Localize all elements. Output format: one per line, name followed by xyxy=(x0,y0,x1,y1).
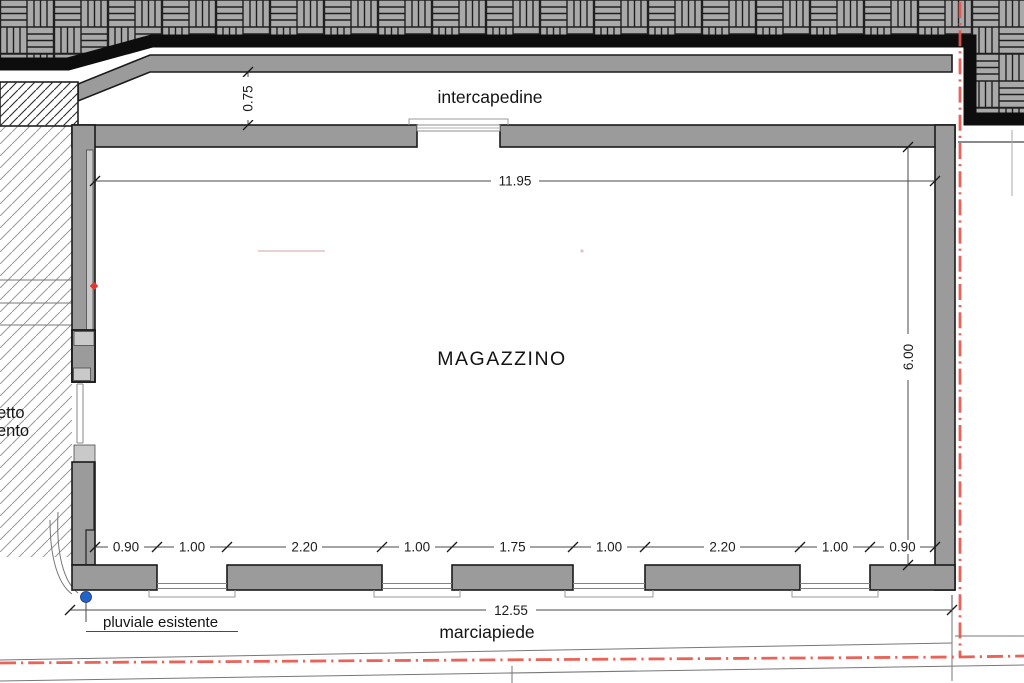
top-vent-opening xyxy=(408,118,509,132)
corner-left-inner-line xyxy=(85,462,95,565)
corner-left xyxy=(71,564,158,591)
dim-bottom-chain: 0.90 1.00 2.20 1.00 1.75 1.00 2.20 1.00 … xyxy=(89,540,941,555)
chain-1-00-d: 1.00 xyxy=(822,540,848,555)
chain-2-20-a: 2.20 xyxy=(291,540,317,555)
boundary-line-horizontal xyxy=(0,654,1024,665)
top-wall-right xyxy=(499,124,956,148)
bottom-pier-3 xyxy=(644,564,801,591)
bottom-pier-1 xyxy=(226,564,383,591)
left-edge-text-line2: ento xyxy=(0,422,29,440)
left-pier-notch-top xyxy=(73,331,95,346)
cavity-label: intercapedine xyxy=(437,87,542,107)
downpipe-label: pluviale esistente xyxy=(103,614,218,631)
right-edge-lines xyxy=(958,130,1024,196)
existing-wall-hatch-band xyxy=(0,0,1024,113)
bottom-window-4 xyxy=(791,583,879,598)
left-edge-text-line1: etto xyxy=(0,404,25,422)
dim-12-55-label: 12.55 xyxy=(494,603,528,618)
dim-cavity-depth: 0.75 xyxy=(240,66,256,131)
dim-11-95-label: 11.95 xyxy=(499,174,532,189)
dim-interior-depth: 6.00 xyxy=(900,141,916,571)
corner-right xyxy=(869,564,956,591)
dim-6-00-label: 6.00 xyxy=(901,344,916,370)
boundary-outline xyxy=(0,34,1024,126)
chain-0-90-a: 0.90 xyxy=(113,540,139,555)
dim-interior-width: 11.95 xyxy=(89,173,941,189)
chain-ticks xyxy=(89,541,941,553)
bottom-window-1 xyxy=(148,583,236,598)
chain-2-20-b: 2.20 xyxy=(709,540,735,555)
dim-overall-width: 12.55 xyxy=(64,595,958,618)
bottom-pier-2 xyxy=(451,564,574,591)
bottom-window-3 xyxy=(564,583,654,598)
chain-1-75: 1.75 xyxy=(499,540,525,555)
left-pier-notch-bottom xyxy=(73,367,91,381)
openings xyxy=(76,118,879,598)
left-wall-step xyxy=(73,444,96,463)
bottom-window-2 xyxy=(373,583,461,598)
left-edge-text: etto ento xyxy=(0,404,29,440)
faint-marks xyxy=(258,249,584,253)
downpipe-dot xyxy=(80,591,92,603)
room-label: MAGAZZINO xyxy=(437,348,566,370)
downpipe-callout: pluviale esistente xyxy=(80,591,238,632)
sidewalk-label: marciapiede xyxy=(439,622,534,642)
cavity-left-block xyxy=(0,81,79,127)
wall-marker-red xyxy=(89,281,99,291)
sidewalk-lines xyxy=(0,612,1024,683)
left-steps-lines xyxy=(0,279,72,326)
chain-1-00-a: 1.00 xyxy=(179,540,205,555)
chain-0-90-b: 0.90 xyxy=(889,540,915,555)
walls xyxy=(71,124,956,591)
dim-0-75-label: 0.75 xyxy=(241,85,256,111)
chain-1-00-c: 1.00 xyxy=(596,540,622,555)
right-wall xyxy=(934,124,956,591)
left-ground-hatch xyxy=(0,126,79,595)
property-boundary xyxy=(0,2,1024,665)
chain-1-00-b: 1.00 xyxy=(404,540,430,555)
left-wall-window xyxy=(76,383,84,444)
